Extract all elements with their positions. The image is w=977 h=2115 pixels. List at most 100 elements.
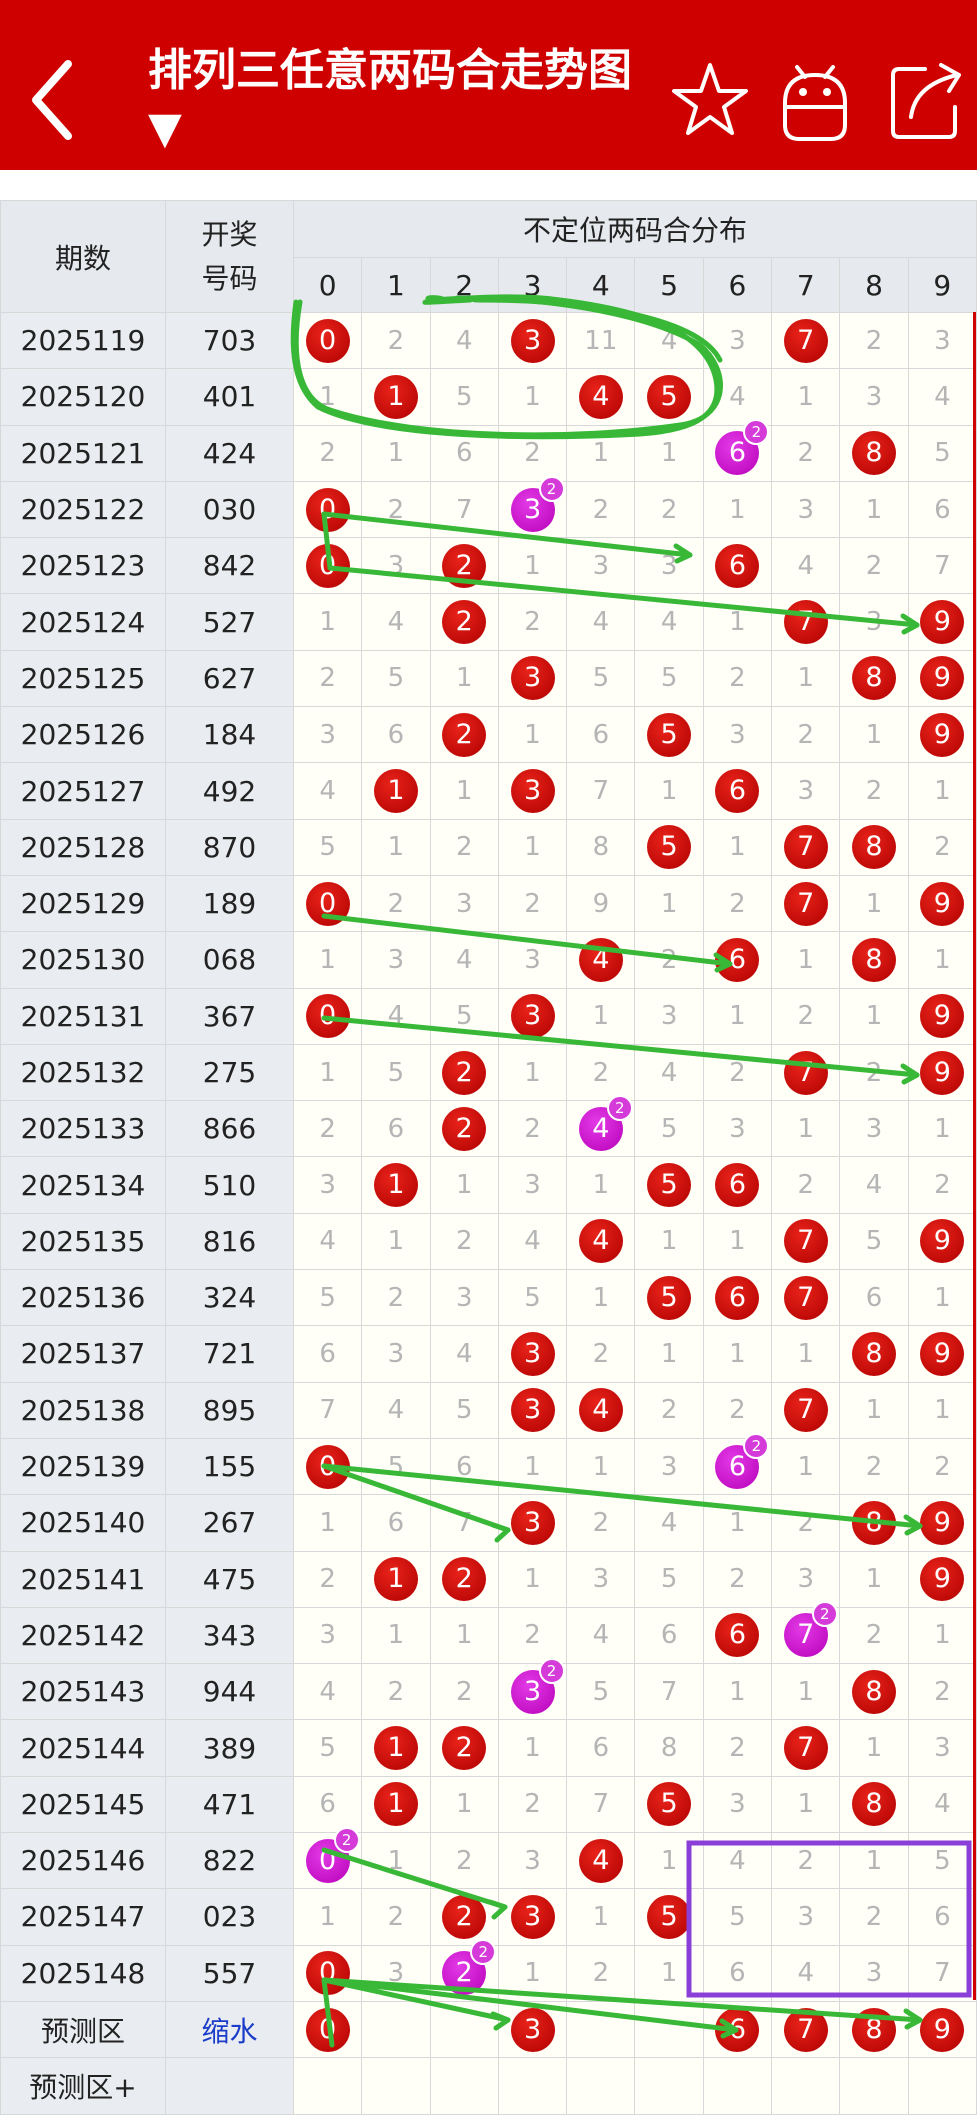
predict-shrink-link[interactable]: 缩水	[165, 2000, 294, 2059]
hit-ball: 8	[852, 825, 897, 870]
issue-cell: 2025144	[0, 1719, 166, 1777]
hit-ball-label: 9	[933, 1563, 951, 1595]
dist-cell-6: 2	[702, 1550, 773, 1608]
back-icon[interactable]	[20, 50, 90, 150]
dist-cell-1: 1	[361, 1606, 431, 1665]
share-icon[interactable]	[885, 55, 965, 145]
predict-plus-cell-6[interactable]	[702, 2057, 773, 2115]
predict-cell-3[interactable]: 3	[497, 2000, 568, 2059]
dist-cell-2: 6	[429, 424, 499, 482]
dist-cell-6: 6	[702, 762, 773, 820]
double-badge: 2	[538, 475, 565, 502]
predict-cell-6[interactable]: 6	[702, 2000, 773, 2059]
dist-cell-0: 5	[292, 818, 363, 876]
hit-ball-label: 7	[797, 1225, 815, 1257]
hit-ball: 5	[647, 374, 692, 419]
predict-plus-cell-0[interactable]	[292, 2057, 363, 2115]
dist-cell-2: 3	[429, 1269, 499, 1327]
hit-ball-label: 4	[592, 1112, 610, 1144]
hit-ball: 2	[442, 1050, 487, 1095]
hit-ball: 0	[305, 1951, 350, 1996]
table-row: 2025146 822 0 2 1 2 3 4 1 4 2 1 5	[0, 1826, 977, 1890]
predict-cell-8[interactable]: 8	[839, 2000, 909, 2059]
hit-ball-label: 2	[455, 549, 473, 581]
issue-cell: 2025128	[0, 818, 166, 876]
hit-ball: 8	[852, 1500, 897, 1545]
predict-cell-2[interactable]	[429, 2000, 499, 2059]
dist-cell-9: 2	[907, 1156, 977, 1214]
predict-cell-4[interactable]	[566, 2000, 636, 2059]
table-row: 2025119 703 0 2 4 3 11 4 3 7 2 3	[0, 311, 977, 370]
draw-number-cell: 870	[165, 818, 294, 876]
dist-cell-2: 2	[429, 706, 499, 764]
dist-cell-1: 3	[361, 931, 431, 989]
table-row: 2025137 721 6 3 4 3 2 1 1 1 8 9	[0, 1325, 977, 1383]
hit-ball-label: 6	[728, 1619, 747, 1651]
dist-cell-9: 4	[907, 1775, 977, 1834]
predict-plus-cell-3[interactable]	[497, 2057, 568, 2115]
predict-cell-5[interactable]	[634, 2000, 704, 2059]
hit-ball: 9	[920, 656, 965, 701]
dist-cell-8: 8	[839, 818, 909, 876]
dist-cell-4: 7	[566, 1775, 636, 1834]
issue-cell: 2025140	[0, 1494, 166, 1552]
table-row: 2025126 184 3 6 2 1 6 5 3 2 1 9	[0, 706, 977, 764]
dist-cell-2: 5	[429, 368, 499, 426]
hit-ball: 2	[442, 1557, 487, 1602]
page-title[interactable]: 排列三任意两码合走势图 ▼	[148, 45, 632, 154]
dist-cell-6: 3	[702, 706, 773, 764]
predict-plus-cell-8[interactable]	[839, 2057, 909, 2115]
dist-cell-0: 0	[292, 1437, 363, 1496]
hit-ball: 1	[373, 1726, 418, 1771]
draw-number-cell: 184	[165, 706, 294, 764]
predict-cell-0[interactable]: 0	[292, 2000, 363, 2059]
hit-ball: 2	[442, 1726, 487, 1771]
draw-number-cell: 324	[165, 1269, 294, 1327]
double-badge: 2	[470, 1939, 497, 1966]
dist-cell-4: 4	[566, 368, 636, 426]
predict-plus-cell-7[interactable]	[771, 2057, 841, 2115]
hit-ball-label: 9	[933, 1225, 951, 1257]
predict-plus-cell-1[interactable]	[361, 2057, 431, 2115]
hit-ball-label: 5	[660, 380, 678, 412]
hit-ball-label: 4	[592, 1394, 610, 1426]
dist-cell-8: 2	[839, 1888, 909, 1946]
hit-ball: 5	[647, 1782, 692, 1827]
draw-number-cell: 557	[165, 1944, 294, 2002]
hit-ball: 7	[783, 1388, 828, 1433]
android-icon[interactable]	[775, 55, 855, 145]
predict-cell-1[interactable]	[361, 2000, 431, 2059]
hit-ball: 6	[715, 1613, 760, 1658]
predict-plus-cell-5[interactable]	[634, 2057, 704, 2115]
dist-cell-0: 1	[292, 1888, 363, 1946]
issue-cell: 2025148	[0, 1944, 166, 2002]
dist-cell-1: 1	[361, 1212, 431, 1271]
dist-cell-6: 6	[702, 1944, 773, 2002]
hit-ball: 9	[920, 994, 965, 1039]
hit-ball-label: 3	[523, 324, 542, 356]
hit-ball-label: 7	[797, 1394, 815, 1426]
dist-cell-8: 3	[839, 593, 909, 651]
predict-cell-9[interactable]: 9	[907, 2000, 977, 2059]
star-icon[interactable]	[670, 55, 750, 145]
hit-ball-label: 1	[387, 380, 405, 412]
dist-cell-3: 3	[497, 987, 568, 1045]
digit-header-4: 4	[566, 257, 636, 313]
draw-number-cell: 068	[165, 931, 294, 989]
predict-plus-cell-2[interactable]	[429, 2057, 499, 2115]
dist-cell-9: 5	[907, 424, 977, 482]
predict-cell-7[interactable]: 7	[771, 2000, 841, 2059]
predict-plus-cell-4[interactable]	[566, 2057, 636, 2115]
predict-plus-cell-9[interactable]	[907, 2057, 977, 2115]
dist-cell-1: 5	[361, 1043, 431, 1102]
dist-cell-4: 5	[566, 1663, 636, 1721]
draw-number-cell: 343	[165, 1606, 294, 1665]
dist-cell-4: 8	[566, 818, 636, 876]
hit-ball-label: 9	[933, 1337, 951, 1369]
dist-cell-9: 9	[907, 1550, 977, 1608]
hit-ball-label: 3	[523, 1675, 542, 1707]
hit-ball-label: 4	[592, 1844, 610, 1876]
dist-cell-9: 7	[907, 537, 977, 595]
hit-ball: 9	[920, 1557, 965, 1602]
